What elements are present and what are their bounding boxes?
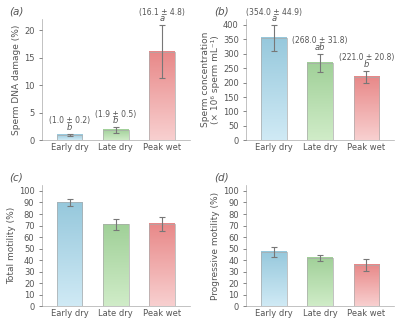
- Y-axis label: Sperm DNA damage (%): Sperm DNA damage (%): [12, 25, 21, 135]
- Bar: [353, 265, 378, 306]
- Text: b: b: [67, 123, 72, 132]
- Y-axis label: Total motility (%): Total motility (%): [7, 207, 16, 284]
- Text: (221.0 ± 20.8): (221.0 ± 20.8): [338, 53, 393, 62]
- Bar: [261, 38, 286, 140]
- Bar: [261, 252, 286, 306]
- Text: (b): (b): [213, 7, 228, 17]
- Y-axis label: Progressive motility (%): Progressive motility (%): [211, 192, 220, 300]
- Text: ab: ab: [314, 43, 324, 52]
- Text: (a): (a): [10, 7, 24, 17]
- Text: (c): (c): [10, 173, 23, 183]
- Text: b: b: [113, 116, 118, 125]
- Text: (16.1 ± 4.8): (16.1 ± 4.8): [139, 8, 184, 17]
- Bar: [307, 258, 332, 306]
- Text: a: a: [271, 15, 276, 23]
- Bar: [307, 63, 332, 140]
- Y-axis label: Sperm concentration
(× 10⁶ sperm mL⁻¹): Sperm concentration (× 10⁶ sperm mL⁻¹): [200, 32, 220, 127]
- Text: a: a: [159, 14, 164, 23]
- Bar: [57, 135, 82, 140]
- Bar: [149, 52, 174, 140]
- Text: (354.0 ± 44.9): (354.0 ± 44.9): [245, 8, 301, 17]
- Text: (1.9 ± 0.5): (1.9 ± 0.5): [95, 110, 136, 119]
- Bar: [57, 202, 82, 306]
- Bar: [103, 130, 128, 140]
- Text: (268.0 ± 31.8): (268.0 ± 31.8): [292, 36, 347, 46]
- Bar: [103, 224, 128, 306]
- Bar: [353, 77, 378, 140]
- Bar: [149, 224, 174, 306]
- Text: b: b: [363, 60, 368, 69]
- Text: (d): (d): [213, 173, 228, 183]
- Text: (1.0 ± 0.2): (1.0 ± 0.2): [49, 116, 90, 125]
